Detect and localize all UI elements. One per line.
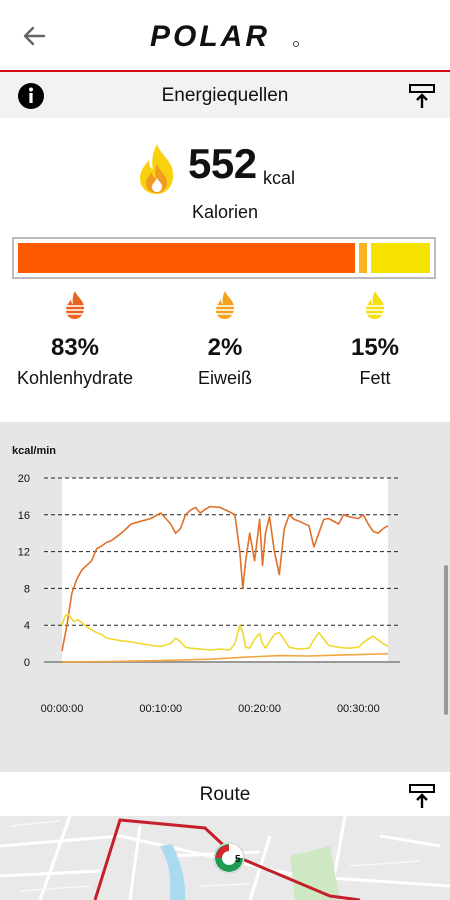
- fat-flame-icon: [366, 291, 385, 319]
- route-map[interactable]: 5: [0, 816, 450, 900]
- chart-xtick-label: 00:10:00: [139, 703, 182, 715]
- chart-series-line-0: [61, 505, 389, 652]
- pin-to-top-icon[interactable]: [408, 82, 436, 110]
- chart-ytick-label: 20: [18, 473, 30, 485]
- polar-logo: POLAR: [150, 20, 299, 53]
- chart-xtick-label: 00:20:00: [238, 703, 281, 715]
- fat-segment: [371, 243, 430, 273]
- chart-series-line-2: [61, 652, 389, 663]
- route-header: Route: [0, 772, 450, 816]
- energy-distribution-bar: [12, 237, 436, 279]
- lap-badge: 5: [235, 854, 241, 865]
- protein-flame-icon: [216, 291, 235, 319]
- macro-breakdown: 83% Kohlenhydrate 2% Eiweiß 15% Fett: [0, 290, 450, 400]
- section-header: Energiequellen: [0, 72, 450, 118]
- carbs-flame-icon: [66, 291, 85, 319]
- chart-ylabel: kcal/min: [12, 445, 56, 457]
- chart-series-line-1: [61, 613, 389, 651]
- app-header: POLAR: [0, 0, 450, 72]
- carbs-label: Kohlenhydrate: [16, 368, 134, 388]
- calories-label: Kalorien: [191, 202, 259, 222]
- scrollbar[interactable]: [444, 565, 448, 715]
- energy-chart: kcal/min 20 16 12 8 4 0 00:00:00 00:10:00 00:20:0…: [12, 445, 400, 715]
- flame-icon: [140, 144, 174, 194]
- carbs-percent: 83%: [50, 334, 100, 361]
- macro-carbs: 83% Kohlenhydrate: [0, 290, 150, 389]
- chart-xtick-label: 00:30:00: [337, 703, 380, 715]
- fat-label: Fett: [359, 368, 391, 388]
- macro-protein: 2% Eiweiß: [150, 290, 300, 389]
- carbs-segment: [18, 243, 355, 273]
- chart-ytick-label: 8: [24, 583, 30, 595]
- chart-ytick-label: 12: [18, 547, 30, 559]
- back-arrow-icon[interactable]: [18, 20, 50, 52]
- protein-label: Eiweiß: [197, 368, 252, 388]
- chart-ytick-label: 0: [24, 657, 30, 669]
- route-pin-to-top-icon[interactable]: [408, 782, 436, 810]
- route-title: Route: [199, 784, 251, 805]
- calories-summary: 552 kcal: [0, 140, 450, 200]
- calories-value: 552: [188, 140, 257, 187]
- energy-chart-panel[interactable]: kcal/min 20 16 12 8 4 0 00:00:00 00:10:00 00:20:0…: [0, 422, 450, 772]
- macro-fat: 15% Fett: [300, 290, 450, 389]
- svg-text:POLAR: POLAR: [150, 20, 270, 53]
- fat-percent: 15%: [350, 334, 400, 361]
- chart-ytick-label: 16: [18, 510, 30, 522]
- map-canvas: 5: [0, 816, 450, 900]
- chart-xtick-label: 00:00:00: [41, 703, 84, 715]
- protein-percent: 2%: [207, 334, 243, 361]
- section-title: Energiequellen: [161, 85, 289, 106]
- chart-plot-area: [62, 478, 388, 662]
- protein-segment: [358, 243, 368, 273]
- info-icon[interactable]: [17, 82, 45, 110]
- calories-unit: kcal: [263, 168, 296, 188]
- chart-ytick-label: 4: [24, 620, 30, 632]
